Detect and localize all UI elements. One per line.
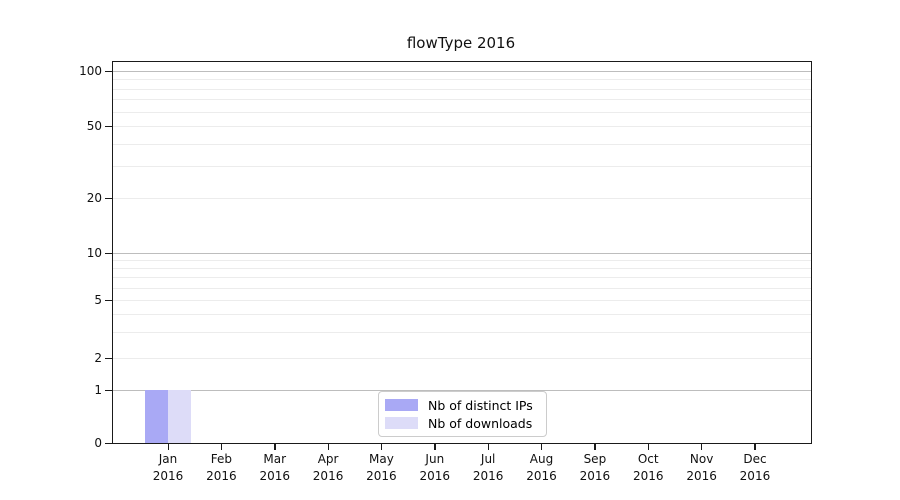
x-axis-tick (274, 444, 276, 450)
y-gridline-minor (113, 358, 811, 359)
y-gridline-minor (113, 277, 811, 279)
y-gridline-minor (113, 268, 811, 270)
x-axis-tick-label: Feb 2016 (206, 452, 237, 483)
y-gridline-minor (113, 166, 811, 168)
legend-label-downloads: Nb of downloads (428, 415, 533, 431)
x-axis-tick-label: Jul 2016 (472, 452, 504, 483)
x-axis-tick (220, 444, 223, 450)
chart-title: flowType 2016 (406, 34, 516, 52)
x-axis-tick-label: Aug 2016 (526, 452, 557, 483)
y-gridline-minor (113, 143, 811, 145)
x-axis-tick (487, 444, 490, 450)
y-axis-tick-label: 2 (94, 351, 102, 365)
y-gridline-minor (113, 79, 811, 81)
y-axis-tick-label: 100 (79, 64, 102, 78)
y-axis-tick-label: 1 (94, 383, 102, 397)
x-axis-tick-label: Oct 2016 (632, 452, 664, 483)
x-axis-tick (380, 444, 383, 450)
y-gridline-minor (113, 332, 811, 334)
x-axis-tick-label: Apr 2016 (312, 452, 344, 483)
y-axis-tick (105, 125, 112, 127)
x-axis-tick (647, 444, 650, 450)
y-axis-tick-label: 50 (86, 119, 102, 133)
x-axis-tick-label: Nov 2016 (686, 452, 717, 483)
legend-swatch-distinct-ips (385, 399, 418, 411)
y-axis-tick (105, 252, 112, 254)
y-gridline-minor (113, 126, 811, 127)
y-gridline-major (113, 71, 811, 72)
legend: Nb of distinct IPs Nb of downloads (378, 391, 547, 437)
x-axis-tick (754, 444, 756, 450)
x-axis-tick (701, 444, 703, 450)
legend-item-downloads: Nb of downloads (385, 415, 537, 431)
x-axis-tick-label: Jun 2016 (419, 452, 451, 483)
y-axis-tick (105, 389, 112, 391)
x-axis-tick (594, 444, 596, 450)
x-axis-tick (434, 444, 436, 450)
y-gridline-minor (113, 260, 811, 262)
y-axis-tick (105, 357, 112, 359)
y-axis-tick-label: 0 (94, 436, 102, 450)
x-axis-tick-label: Dec 2016 (739, 452, 771, 483)
bar-distinct-ips (145, 390, 168, 443)
x-axis-tick-label: May 2016 (366, 452, 397, 483)
y-gridline-minor (113, 88, 811, 90)
x-axis-tick-label: Sep 2016 (579, 452, 611, 483)
y-axis-tick-label: 10 (86, 246, 102, 260)
y-axis-tick (105, 70, 112, 72)
y-gridline-minor (113, 99, 811, 101)
x-axis-tick (167, 444, 169, 450)
y-gridline-major (113, 390, 811, 391)
bar-downloads (168, 390, 191, 443)
x-axis-tick (541, 444, 543, 450)
y-gridline-minor (113, 300, 811, 301)
legend-item-distinct-ips: Nb of distinct IPs (385, 397, 537, 413)
y-axis-tick (105, 197, 112, 199)
y-gridline-major (113, 253, 811, 254)
y-axis-tick-label: 20 (86, 191, 102, 205)
y-gridline-minor (113, 287, 811, 289)
y-axis-tick-label: 5 (94, 293, 102, 307)
y-axis-tick (105, 299, 112, 301)
legend-swatch-downloads (385, 417, 418, 429)
x-axis-tick (327, 444, 329, 450)
legend-label-distinct-ips: Nb of distinct IPs (428, 397, 533, 413)
x-axis-tick-label: Jan 2016 (152, 452, 184, 483)
x-axis-tick-label: Mar 2016 (259, 452, 290, 483)
y-gridline-minor (113, 314, 811, 316)
y-axis-tick (105, 442, 112, 444)
y-gridline-minor (113, 111, 811, 113)
y-gridline-minor (113, 198, 811, 199)
plot-area (112, 61, 812, 444)
